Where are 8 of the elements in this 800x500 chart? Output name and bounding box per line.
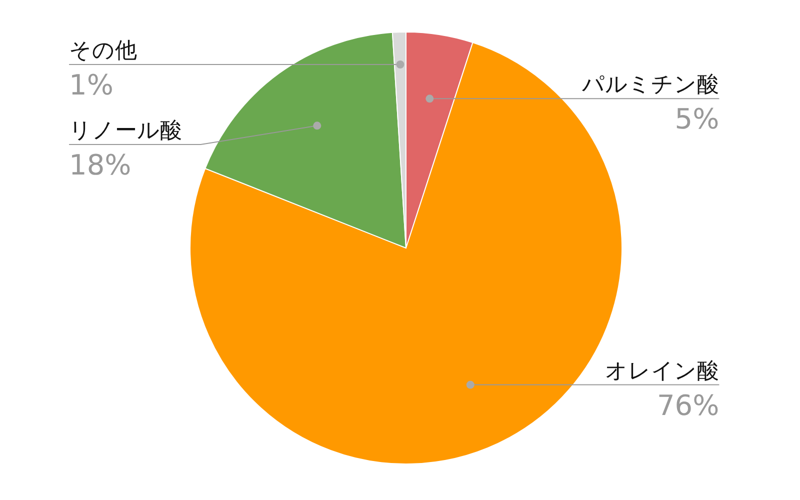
- data-label: 76%: [656, 388, 720, 422]
- slice-label: リノール酸: [69, 118, 182, 144]
- slice-label: その他: [69, 38, 138, 64]
- data-label: 18%: [69, 148, 132, 182]
- slice-label: パルミチン酸: [581, 72, 720, 98]
- data-label: 1%: [69, 68, 114, 102]
- slice-label: オレイン酸: [605, 358, 720, 384]
- data-label: 5%: [674, 102, 720, 136]
